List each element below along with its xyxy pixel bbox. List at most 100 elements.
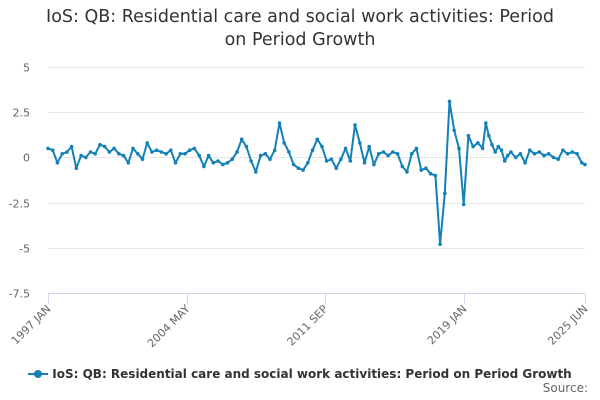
data-point — [509, 150, 513, 154]
data-point — [447, 99, 452, 104]
data-point — [409, 152, 414, 156]
y-axis-labels: 5 2.5 0 -2.5 -5 -7.5 — [9, 62, 30, 301]
data-point — [169, 148, 173, 152]
data-point — [187, 148, 192, 152]
data-point — [140, 157, 145, 161]
legend-line-marker-icon — [28, 368, 49, 380]
x-tick-label: 2025 JUN — [545, 302, 590, 347]
data-point — [502, 159, 507, 163]
data-point — [211, 161, 216, 165]
data-point — [570, 150, 575, 154]
data-point — [546, 152, 551, 156]
data-point — [216, 159, 220, 163]
y-tick-label: -2.5 — [9, 198, 30, 211]
data-point — [367, 144, 372, 149]
data-point — [358, 141, 362, 145]
data-point — [353, 123, 357, 127]
data-point — [493, 150, 498, 154]
data-point — [291, 162, 296, 167]
data-point — [583, 162, 587, 167]
data-point — [490, 142, 494, 147]
data-point — [178, 152, 183, 156]
data-point — [221, 162, 225, 167]
data-point — [395, 152, 400, 156]
data-point — [183, 152, 187, 156]
data-point — [433, 173, 438, 178]
data-point — [159, 150, 164, 154]
data-point — [348, 159, 353, 163]
data-point — [197, 153, 201, 158]
data-point — [98, 142, 102, 147]
data-point — [117, 152, 121, 156]
data-point — [136, 152, 140, 156]
data-point — [496, 144, 501, 149]
data-point — [532, 152, 537, 156]
data-point — [339, 157, 343, 161]
data-point — [452, 128, 457, 133]
data-point — [272, 148, 277, 152]
data-point — [484, 121, 488, 125]
data-point — [249, 159, 253, 163]
grid-layer — [48, 67, 585, 249]
data-point — [154, 148, 159, 152]
data-point — [206, 153, 211, 158]
data-point — [324, 159, 329, 163]
data-point — [499, 148, 504, 152]
x-tick-label: 2004 MAY — [145, 302, 193, 350]
data-point — [329, 157, 334, 161]
legend[interactable]: IoS: QB: Residential care and social wor… — [0, 364, 600, 384]
data-point — [343, 146, 348, 151]
data-point — [424, 166, 428, 170]
data-point — [74, 166, 79, 170]
data-point — [528, 148, 532, 152]
data-point — [164, 152, 168, 156]
data-point — [457, 146, 461, 151]
data-point — [505, 153, 510, 158]
data-point — [315, 137, 320, 142]
y-tick-label: 5 — [23, 62, 30, 75]
data-point — [230, 157, 234, 161]
data-point — [93, 152, 97, 156]
data-point — [400, 164, 405, 169]
data-point — [244, 144, 249, 149]
data-point — [84, 155, 88, 160]
x-tick-label: 2011 SEP — [285, 302, 331, 348]
data-point — [235, 150, 239, 154]
data-point — [150, 150, 154, 154]
data-point — [282, 141, 287, 145]
series-line — [47, 100, 586, 246]
data-point — [126, 161, 131, 165]
data-point — [414, 146, 419, 151]
data-point — [88, 150, 93, 154]
data-point — [55, 161, 60, 165]
data-point — [466, 133, 471, 138]
x-tick-label: 1997 JAN — [9, 302, 54, 347]
data-point — [480, 146, 485, 151]
data-point — [476, 141, 480, 145]
data-point — [391, 150, 395, 154]
source-label: Source: — [542, 381, 588, 395]
data-point — [438, 242, 442, 246]
data-point — [575, 152, 579, 156]
chart-title-line-1: IoS: QB: Residential care and social wor… — [46, 7, 554, 27]
data-point — [428, 171, 433, 176]
data-point — [239, 137, 244, 142]
data-point — [301, 168, 305, 172]
chart-title-line-2: on Period Growth — [224, 30, 376, 50]
data-point — [561, 148, 565, 152]
data-point — [254, 170, 258, 174]
data-point — [192, 146, 197, 151]
data-point — [551, 155, 556, 160]
data-point — [381, 150, 386, 154]
data-point — [372, 162, 376, 167]
data-point — [376, 152, 381, 156]
data-point — [263, 152, 268, 156]
data-point — [306, 161, 310, 165]
legend-label: IoS: QB: Residential care and social wor… — [52, 367, 572, 381]
data-point — [334, 166, 339, 170]
y-tick-label: 2.5 — [13, 107, 31, 120]
data-point — [277, 121, 282, 125]
data-point — [513, 155, 518, 160]
x-tick-label: 2019 JAN — [425, 302, 470, 347]
